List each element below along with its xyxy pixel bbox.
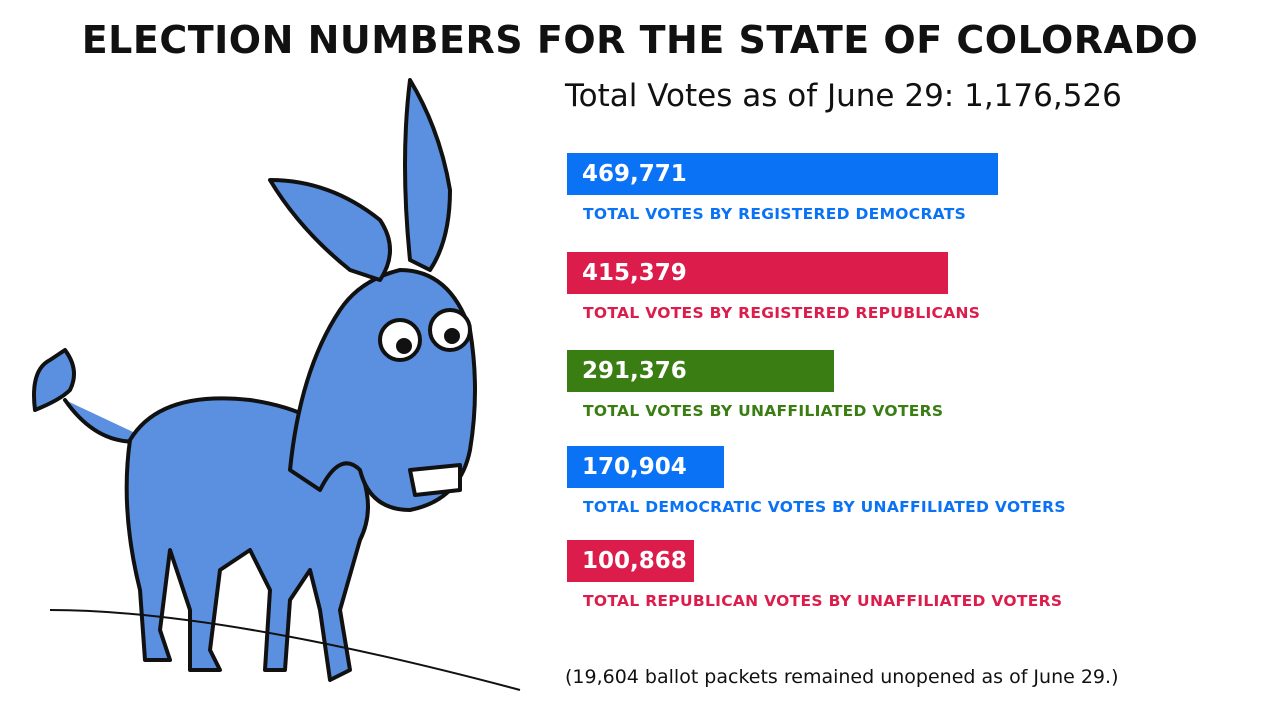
bar-registered-democrats: 469,771 (567, 153, 998, 195)
chart-title: ELECTION NUMBERS FOR THE STATE OF COLORA… (81, 18, 1199, 62)
label-republican-unaffiliated: TOTAL REPUBLICAN VOTES BY UNAFFILIATED V… (583, 592, 1063, 610)
bar-republican-unaffiliated: 100,868 (567, 540, 694, 582)
label-democratic-unaffiliated: TOTAL DEMOCRATIC VOTES BY UNAFFILIATED V… (583, 498, 1066, 516)
chart-subtitle: Total Votes as of June 29: 1,176,526 (565, 78, 1122, 114)
bar-registered-republicans: 415,379 (567, 252, 949, 294)
label-registered-democrats: TOTAL VOTES BY REGISTERED DEMOCRATS (583, 205, 967, 223)
label-unaffiliated-voters: TOTAL VOTES BY UNAFFILIATED VOTERS (583, 402, 944, 420)
label-registered-republicans: TOTAL VOTES BY REGISTERED REPUBLICANS (583, 304, 981, 322)
footnote: (19,604 ballot packets remained unopened… (565, 666, 1119, 688)
bar-democratic-unaffiliated: 170,904 (567, 446, 724, 488)
bar-unaffiliated-voters: 291,376 (567, 350, 835, 392)
donkey-illustration (32, 78, 521, 691)
